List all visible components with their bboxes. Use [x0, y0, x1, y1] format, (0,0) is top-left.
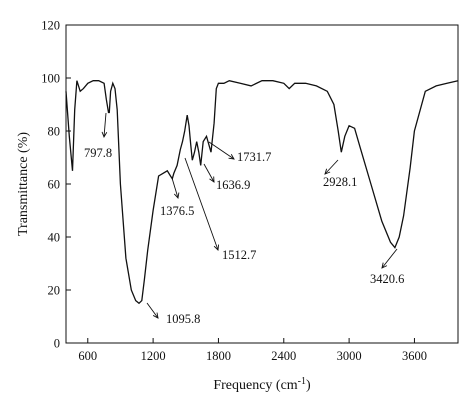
annotation-arrow-head — [209, 176, 215, 183]
annotation-label: 2928.1 — [323, 175, 357, 189]
annotation-arrow-line — [324, 159, 339, 175]
x-axis-title: Frequency (cm-1) — [213, 376, 311, 393]
annotation-arrow-line — [103, 112, 107, 138]
x-axis-ticks: 600 1200 1800 2400 3000 3600 — [78, 338, 427, 363]
annotation-arrow-head — [381, 262, 388, 269]
peak-annotation: 1512.7 — [184, 157, 256, 262]
x-tick-label: 3000 — [337, 349, 362, 363]
annotation-label: 1636.9 — [216, 178, 250, 192]
annotation-label: 1512.7 — [222, 248, 256, 262]
x-tick-label: 2400 — [271, 349, 296, 363]
annotation-arrow-line — [208, 141, 235, 160]
annotation-arrow-line — [203, 163, 215, 183]
transmittance-curve — [65, 80, 459, 305]
plot-frame — [65, 24, 459, 344]
annotation-label: 1376.5 — [160, 204, 194, 218]
annotation-arrow-head — [101, 131, 108, 139]
x-tick-label: 1800 — [206, 349, 231, 363]
peak-annotation: 1731.7 — [208, 141, 271, 164]
annotation-arrow-head — [324, 168, 331, 175]
y-tick-label: 0 — [54, 337, 60, 351]
y-tick-label: 80 — [48, 125, 61, 139]
y-tick-label: 40 — [48, 231, 61, 245]
y-tick-label: 100 — [41, 72, 60, 86]
annotation-arrow-head — [152, 312, 159, 319]
x-tick-label: 1200 — [141, 349, 166, 363]
annotation-label: 1731.7 — [237, 150, 271, 164]
x-tick-label: 3600 — [402, 349, 427, 363]
annotation-arrow-head — [173, 192, 180, 199]
y-axis-title: Transmittance (%) — [16, 132, 31, 236]
annotation-arrow-line — [146, 302, 159, 319]
x-axis-title-superscript: -1 — [298, 376, 306, 387]
annotation-arrow-line — [171, 177, 179, 199]
annotation-label: 3420.6 — [370, 272, 404, 286]
peak-annotation: 2928.1 — [323, 159, 357, 189]
x-tick-label: 600 — [78, 349, 97, 363]
y-tick-label: 120 — [41, 19, 60, 33]
annotation-label: 797.8 — [84, 146, 112, 160]
annotation-label: 1095.8 — [166, 312, 200, 326]
annotation-arrow-head — [228, 154, 235, 160]
y-axis-ticks: 0 20 40 60 80 100 120 — [41, 19, 71, 351]
peak-annotation: 1636.9 — [203, 163, 250, 192]
annotation-arrow-head — [213, 244, 220, 251]
y-tick-label: 60 — [48, 178, 61, 192]
y-tick-label: 20 — [48, 284, 61, 298]
peak-annotation: 797.8 — [84, 112, 112, 160]
peak-annotation: 3420.6 — [370, 248, 404, 286]
annotation-arrow-line — [184, 157, 219, 251]
annotation-arrow-line — [381, 248, 398, 269]
peak-annotations: 797.8 1095.8 1376.5 1512.7 1636.9 1731.7 2928.… — [84, 112, 404, 326]
peak-annotation: 1095.8 — [146, 302, 200, 326]
peak-annotation: 1376.5 — [160, 177, 194, 218]
